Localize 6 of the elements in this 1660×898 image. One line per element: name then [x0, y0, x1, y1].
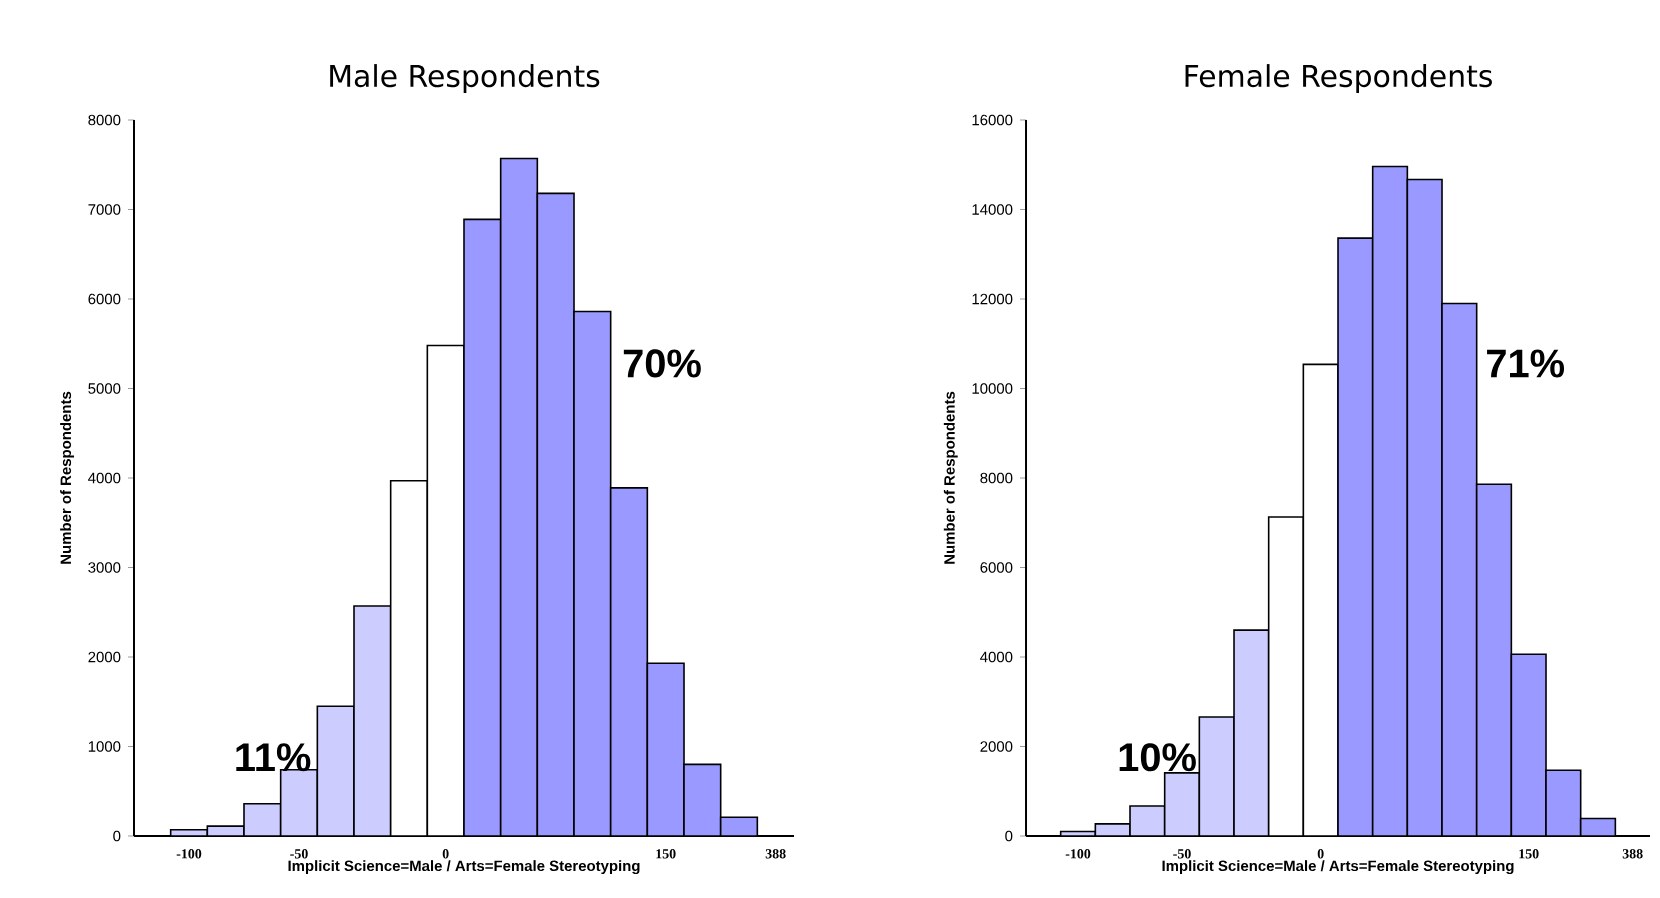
annotation: 70% [623, 349, 701, 378]
annotation: 71% [1487, 349, 1565, 378]
chart-title: Male Respondents [330, 64, 600, 94]
annotation: 10% [1119, 743, 1196, 772]
chart-title: Female Respondents [1185, 64, 1492, 93]
annotation: 11% [236, 743, 311, 772]
